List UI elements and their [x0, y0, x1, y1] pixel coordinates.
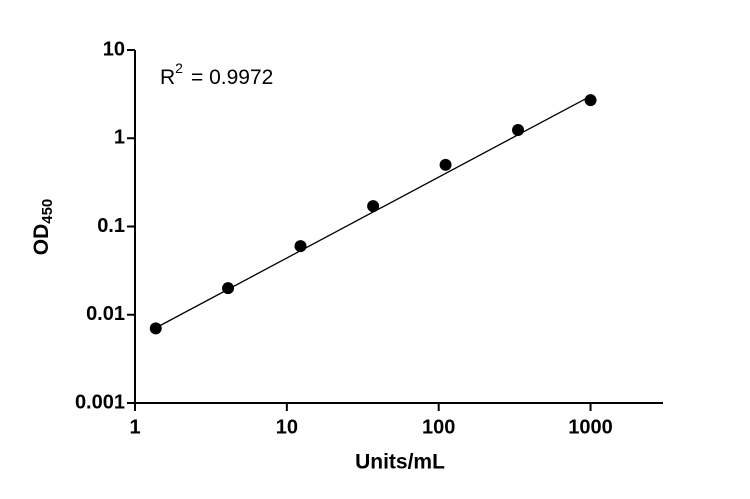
- y-axis-title-main: OD: [30, 224, 53, 256]
- x-axis-title: Units/mL: [355, 451, 445, 474]
- point: [222, 282, 235, 295]
- annotation-rest: = 0.9972: [191, 66, 273, 89]
- annotation-main: R: [160, 66, 175, 89]
- annotation-sup: 2: [175, 60, 183, 76]
- x-tick-label: 1: [129, 416, 140, 438]
- y-tick-label: 0.001: [75, 391, 125, 413]
- annotation: R2 = 0.9972: [160, 60, 273, 89]
- y-tick-label: 10: [103, 38, 125, 60]
- x-tick-label: 100: [422, 416, 455, 438]
- point: [439, 158, 452, 171]
- y-axis-title-sub: 450: [39, 199, 56, 224]
- point: [367, 200, 380, 213]
- y-axis-title: OD450: [30, 199, 56, 256]
- y-tick-label: 0.1: [97, 215, 125, 237]
- point: [512, 124, 525, 137]
- point: [584, 94, 597, 107]
- y-tick-label: 1: [114, 127, 125, 149]
- point: [294, 240, 307, 253]
- y-tick-label: 0.01: [86, 303, 125, 325]
- x-tick-label: 10: [276, 416, 298, 438]
- x-tick-label: 1000: [568, 416, 613, 438]
- point: [149, 322, 162, 335]
